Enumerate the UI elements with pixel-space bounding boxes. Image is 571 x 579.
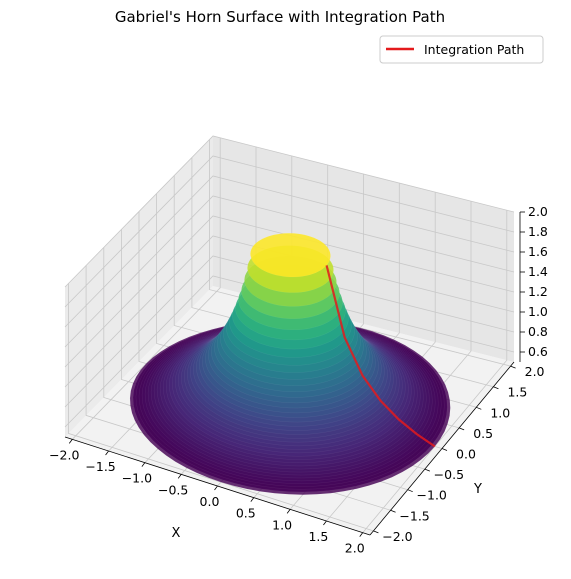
grid-line-y bbox=[68, 283, 374, 532]
y-tick-mark bbox=[373, 530, 379, 534]
grid-line-x bbox=[362, 210, 508, 533]
grid-line-z bbox=[64, 195, 515, 348]
z-tick-label: 1.2 bbox=[528, 284, 548, 299]
z-tick-label: 1.6 bbox=[528, 244, 548, 259]
x-tick-mark bbox=[359, 532, 364, 537]
x-tick-mark bbox=[323, 520, 327, 526]
x-tick-mark bbox=[68, 439, 73, 444]
y-tick-label: −1.5 bbox=[399, 508, 429, 523]
y-tick-mark bbox=[407, 489, 413, 493]
x-tick-mark bbox=[141, 462, 146, 467]
x-axis-label: X bbox=[172, 526, 181, 541]
x-tick-label: −1.5 bbox=[85, 459, 115, 474]
x-tick-mark bbox=[250, 497, 255, 502]
x-tick-label: −1.0 bbox=[122, 471, 152, 486]
z-tick-label: 1.8 bbox=[528, 224, 548, 239]
z-tick-label: 0.6 bbox=[528, 344, 548, 359]
y-tick-label: −2.0 bbox=[382, 529, 412, 544]
x-tick-label: 0.5 bbox=[236, 506, 256, 521]
integration-path bbox=[325, 265, 436, 448]
z-tick-label: 0.8 bbox=[528, 324, 548, 339]
y-tick-label: 0.5 bbox=[473, 426, 493, 441]
axis-ticks: −2.0−1.5−1.0−0.50.00.51.01.52.0−2.0−1.5−… bbox=[49, 204, 548, 556]
x-tick-mark bbox=[214, 485, 218, 491]
integration-path-line bbox=[325, 265, 436, 448]
legend: Integration Path bbox=[379, 35, 544, 64]
y-tick-label: 1.5 bbox=[507, 385, 527, 400]
chart-title: Gabriel's Horn Surface with Integration … bbox=[115, 8, 445, 26]
grid-line-z bbox=[64, 235, 515, 388]
legend-box bbox=[379, 35, 544, 64]
y-tick-label: −1.0 bbox=[417, 488, 447, 503]
grid-line-z bbox=[64, 175, 515, 328]
grid-line-z bbox=[64, 215, 515, 368]
x-tick-mark bbox=[286, 509, 291, 514]
y-tick-mark bbox=[510, 365, 516, 369]
y-tick-mark bbox=[424, 468, 431, 472]
y-tick-mark bbox=[441, 448, 448, 451]
y-tick-mark bbox=[458, 427, 465, 431]
x-tick-label: 1.5 bbox=[308, 529, 328, 544]
grid-line-z bbox=[64, 155, 515, 308]
x-tick-label: −2.0 bbox=[49, 447, 79, 462]
grid-line-z bbox=[64, 275, 515, 428]
x-tick-label: 0.0 bbox=[200, 494, 220, 509]
legend-label: Integration Path bbox=[424, 42, 524, 57]
x-tick-label: −0.5 bbox=[158, 482, 188, 497]
z-tick-label: 1.0 bbox=[528, 304, 548, 319]
x-tick-label: 2.0 bbox=[345, 541, 365, 556]
z-tick-label: 1.4 bbox=[528, 264, 548, 279]
x-tick-mark bbox=[177, 474, 182, 479]
grid-line-y bbox=[209, 139, 511, 367]
grid-line-z bbox=[64, 255, 515, 408]
z-tick-label: 2.0 bbox=[528, 204, 548, 219]
y-tick-label: 1.0 bbox=[490, 405, 510, 420]
y-tick-mark bbox=[476, 406, 482, 410]
y-tick-label: 0.0 bbox=[456, 447, 476, 462]
surface-ring bbox=[250, 233, 331, 278]
y-tick-label: −0.5 bbox=[434, 467, 464, 482]
y-axis-label: Y bbox=[473, 482, 482, 497]
grid-line-x bbox=[72, 137, 221, 440]
x-tick-label: 1.0 bbox=[272, 517, 292, 532]
grid-line-z bbox=[64, 135, 515, 288]
x-tick-mark bbox=[105, 450, 109, 456]
y-tick-label: 2.0 bbox=[525, 364, 545, 379]
y-tick-mark bbox=[390, 509, 396, 513]
y-tick-mark bbox=[493, 386, 499, 390]
